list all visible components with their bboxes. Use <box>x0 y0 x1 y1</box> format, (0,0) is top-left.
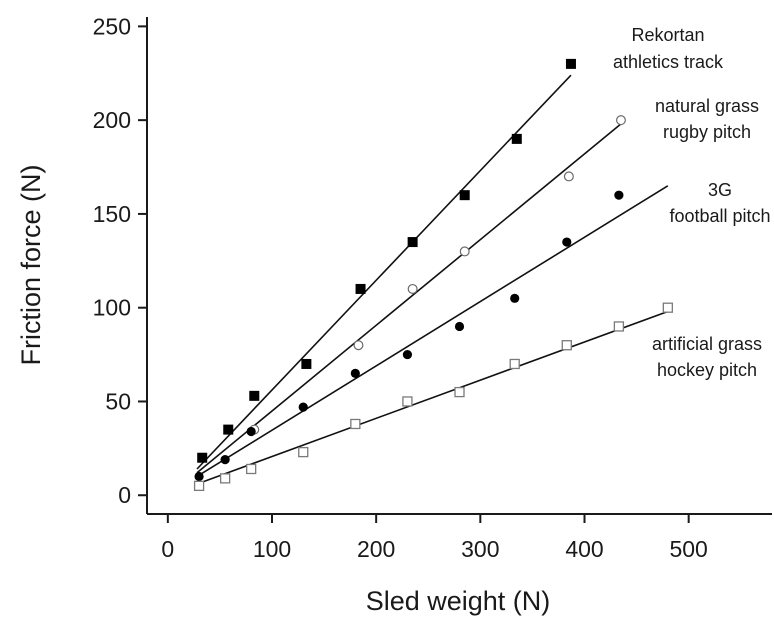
data-point-series-0 <box>197 452 208 463</box>
x-axis-ticks: 0 100 200 300 400 500 <box>161 514 708 562</box>
fit-line-series-0 <box>196 74 572 470</box>
fit-lines <box>196 74 669 485</box>
data-point-series-2 <box>454 321 465 332</box>
data-point-series-2 <box>220 455 230 465</box>
series-label-line: 3G <box>708 180 732 200</box>
x-tick-label: 200 <box>357 536 395 562</box>
series-label-line: rugby pitch <box>663 122 751 142</box>
data-point-series-0 <box>355 283 366 294</box>
data-point-series-0 <box>511 133 522 144</box>
data-point-series-3 <box>561 340 572 351</box>
data-point-series-3 <box>298 446 309 458</box>
data-point-series-3 <box>219 473 231 484</box>
data-point-series-2 <box>510 293 520 303</box>
y-tick-label: 0 <box>118 482 131 508</box>
series-label-3g: 3G football pitch <box>669 180 770 226</box>
series-label-line: artificial grass <box>652 334 762 354</box>
data-point-series-3 <box>246 463 257 475</box>
data-point-series-1 <box>353 340 364 351</box>
data-point-series-2 <box>246 426 256 437</box>
data-point-series-3 <box>454 386 465 398</box>
data-point-series-0 <box>223 424 234 435</box>
x-tick-label: 300 <box>461 536 499 562</box>
data-point-series-2 <box>402 349 413 360</box>
y-tick-label: 50 <box>105 388 131 414</box>
data-point-series-0 <box>565 58 576 69</box>
data-point-series-1 <box>563 171 574 182</box>
series-label-line: athletics track <box>613 52 724 72</box>
y-tick-label: 250 <box>93 13 131 39</box>
data-point-series-2 <box>562 237 572 247</box>
fit-line-series-2 <box>196 185 669 478</box>
y-tick-label: 200 <box>93 107 131 133</box>
data-point-series-3 <box>509 358 520 370</box>
data-points <box>193 58 673 492</box>
data-point-series-0 <box>407 237 418 248</box>
plot-frame <box>146 17 772 515</box>
data-point-series-2 <box>194 471 204 482</box>
x-tick-label: 400 <box>565 536 603 562</box>
x-tick-label: 500 <box>669 536 707 562</box>
y-axis-ticks: 0 50 100 150 200 250 <box>93 13 147 508</box>
data-point-series-1 <box>459 246 470 257</box>
y-tick-label: 100 <box>93 295 131 321</box>
x-tick-label: 0 <box>161 536 174 562</box>
series-label-rekortan: Rekortan athletics track <box>613 25 724 72</box>
data-point-series-2 <box>350 368 360 378</box>
series-label-line: hockey pitch <box>657 360 757 380</box>
y-tick-label: 150 <box>93 201 131 227</box>
x-axis-title: Sled weight (N) <box>366 586 551 616</box>
data-point-series-1 <box>615 115 626 126</box>
data-point-series-3 <box>350 418 361 430</box>
data-point-series-0 <box>301 358 312 369</box>
series-label-line: Rekortan <box>631 25 704 45</box>
data-point-series-3 <box>402 396 413 407</box>
fit-line-series-3 <box>196 310 669 485</box>
data-point-series-2 <box>614 190 624 200</box>
data-point-series-2 <box>298 402 308 412</box>
y-axis-title: Friction force (N) <box>16 164 46 365</box>
fit-line-series-1 <box>196 123 622 474</box>
series-label-natural-grass: natural grass rugby pitch <box>655 96 759 142</box>
series-label-artificial-grass: artificial grass hockey pitch <box>652 334 762 380</box>
series-label-line: football pitch <box>669 206 770 226</box>
data-point-series-0 <box>459 190 470 201</box>
x-tick-label: 100 <box>253 536 291 562</box>
data-point-series-3 <box>662 302 673 313</box>
data-point-series-0 <box>249 390 260 401</box>
series-label-line: natural grass <box>655 96 759 116</box>
data-point-series-3 <box>613 321 625 332</box>
data-point-series-1 <box>407 283 418 294</box>
data-point-series-3 <box>193 480 205 492</box>
